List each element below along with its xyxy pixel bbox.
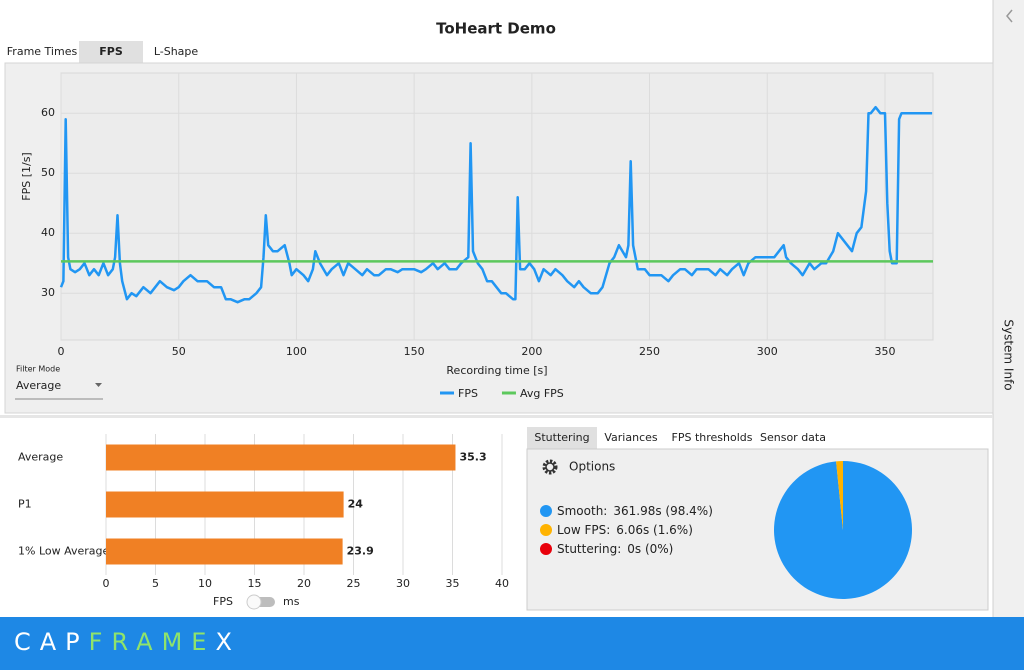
x-tick-label: 40 bbox=[495, 577, 509, 590]
category-label: P1 bbox=[18, 498, 32, 511]
legend-value: 6.06s (1.6%) bbox=[616, 523, 693, 537]
logo-part: X bbox=[215, 628, 240, 656]
x-tick-label: 150 bbox=[404, 345, 425, 358]
legend-entry: Stuttering: 0s (0%) bbox=[557, 542, 673, 556]
x-tick-label: 5 bbox=[152, 577, 159, 590]
bar bbox=[106, 538, 343, 565]
value-label: 35.3 bbox=[459, 451, 486, 464]
tab[interactable]: Frame Times bbox=[7, 45, 78, 58]
legend-label: FPS bbox=[458, 387, 478, 400]
filter-value[interactable]: Average bbox=[16, 379, 61, 392]
logo: CAPFRAMEX bbox=[14, 628, 241, 656]
legend-swatch bbox=[540, 524, 552, 536]
tab[interactable]: FPS bbox=[99, 45, 123, 58]
toggle-label: ms bbox=[283, 595, 300, 608]
legend-swatch bbox=[540, 543, 552, 555]
legend-category: Smooth: bbox=[557, 504, 607, 518]
gear[interactable] bbox=[542, 459, 558, 475]
sidebar-label[interactable]: System Info bbox=[1002, 319, 1016, 390]
value-label: 23.9 bbox=[347, 545, 374, 558]
tab[interactable]: L-Shape bbox=[154, 45, 199, 58]
toggle-label: FPS bbox=[213, 595, 233, 608]
x-tick-label: 25 bbox=[347, 577, 361, 590]
pie-slice bbox=[774, 461, 913, 600]
tab[interactable]: Variances bbox=[604, 431, 658, 444]
tab[interactable]: Stuttering bbox=[534, 431, 589, 444]
x-tick-label: 15 bbox=[248, 577, 262, 590]
x-axis-label: Recording time [s] bbox=[446, 364, 547, 377]
category-label: 1% Low Average bbox=[18, 545, 110, 558]
toggle-thumb[interactable] bbox=[246, 594, 262, 610]
logo-part: CAP bbox=[14, 628, 89, 656]
x-tick-label: 0 bbox=[58, 345, 65, 358]
x-tick-label: 35 bbox=[446, 577, 460, 590]
collapse-icon[interactable] bbox=[1006, 9, 1013, 23]
logo-part: FRAME bbox=[89, 628, 216, 656]
legend-value: 0s (0%) bbox=[627, 542, 673, 556]
options-label[interactable]: Options bbox=[569, 460, 615, 474]
gear-core[interactable] bbox=[545, 462, 555, 472]
x-tick-label: 20 bbox=[297, 577, 311, 590]
legend-swatch bbox=[540, 505, 552, 517]
value-label: 24 bbox=[348, 498, 364, 511]
plot-area bbox=[60, 72, 934, 341]
legend-label: Avg FPS bbox=[520, 387, 564, 400]
x-tick-label: 50 bbox=[172, 345, 186, 358]
options-icon[interactable] bbox=[542, 459, 558, 475]
bar bbox=[106, 444, 456, 471]
y-tick-label: 30 bbox=[41, 286, 55, 299]
x-tick-label: 200 bbox=[521, 345, 542, 358]
legend-entry: Low FPS: 6.06s (1.6%) bbox=[557, 523, 693, 537]
category-label: Average bbox=[18, 451, 63, 464]
pie-slice bbox=[836, 461, 843, 530]
sidebar bbox=[993, 0, 1024, 617]
x-tick-label: 300 bbox=[757, 345, 778, 358]
tab[interactable]: FPS thresholds bbox=[672, 431, 753, 444]
legend-category: Low FPS: bbox=[557, 523, 610, 537]
y-axis-label: FPS [1/s] bbox=[20, 152, 33, 200]
legend-entry: Smooth: 361.98s (98.4%) bbox=[557, 504, 713, 518]
x-tick-label: 250 bbox=[639, 345, 660, 358]
x-tick-label: 10 bbox=[198, 577, 212, 590]
legend-value: 361.98s (98.4%) bbox=[613, 504, 713, 518]
y-tick-label: 40 bbox=[41, 226, 55, 239]
x-tick-label: 0 bbox=[103, 577, 110, 590]
x-tick-label: 30 bbox=[396, 577, 410, 590]
y-tick-label: 50 bbox=[41, 166, 55, 179]
dropdown-arrow[interactable] bbox=[95, 383, 102, 387]
x-tick-label: 100 bbox=[286, 345, 307, 358]
active-tab[interactable] bbox=[79, 41, 143, 63]
bar bbox=[106, 491, 344, 518]
window-title: ToHeart Demo bbox=[436, 20, 556, 38]
y-tick-label: 60 bbox=[41, 106, 55, 119]
active-tab[interactable] bbox=[527, 427, 597, 449]
footer bbox=[0, 617, 1024, 670]
splitter bbox=[0, 415, 993, 418]
filter-label: Filter Mode bbox=[16, 365, 60, 374]
legend-category: Stuttering: bbox=[557, 542, 621, 556]
tab[interactable]: Sensor data bbox=[760, 431, 826, 444]
x-tick-label: 350 bbox=[874, 345, 895, 358]
